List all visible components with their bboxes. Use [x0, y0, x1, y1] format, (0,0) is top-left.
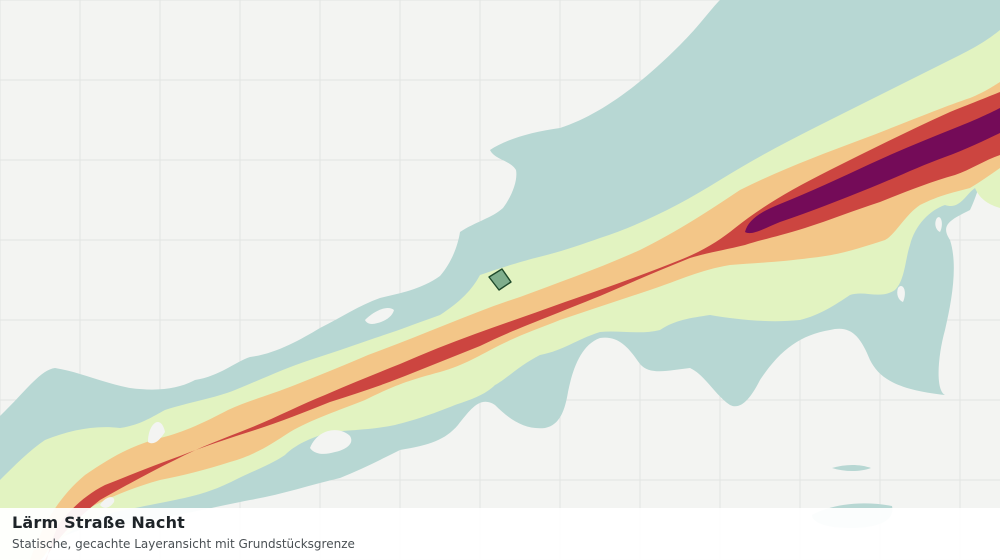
layer-caption: Lärm Straße Nacht Statische, gecachte La… — [0, 508, 1000, 560]
noise-gaps — [100, 217, 942, 508]
noise-zone-very-high — [745, 108, 1000, 234]
layer-subtitle: Statische, gecachte Layeransicht mit Gru… — [12, 537, 355, 551]
layer-title: Lärm Straße Nacht — [12, 513, 186, 532]
noise-zone-high — [45, 92, 1000, 560]
property-parcel-boundary[interactable] — [488, 268, 512, 291]
